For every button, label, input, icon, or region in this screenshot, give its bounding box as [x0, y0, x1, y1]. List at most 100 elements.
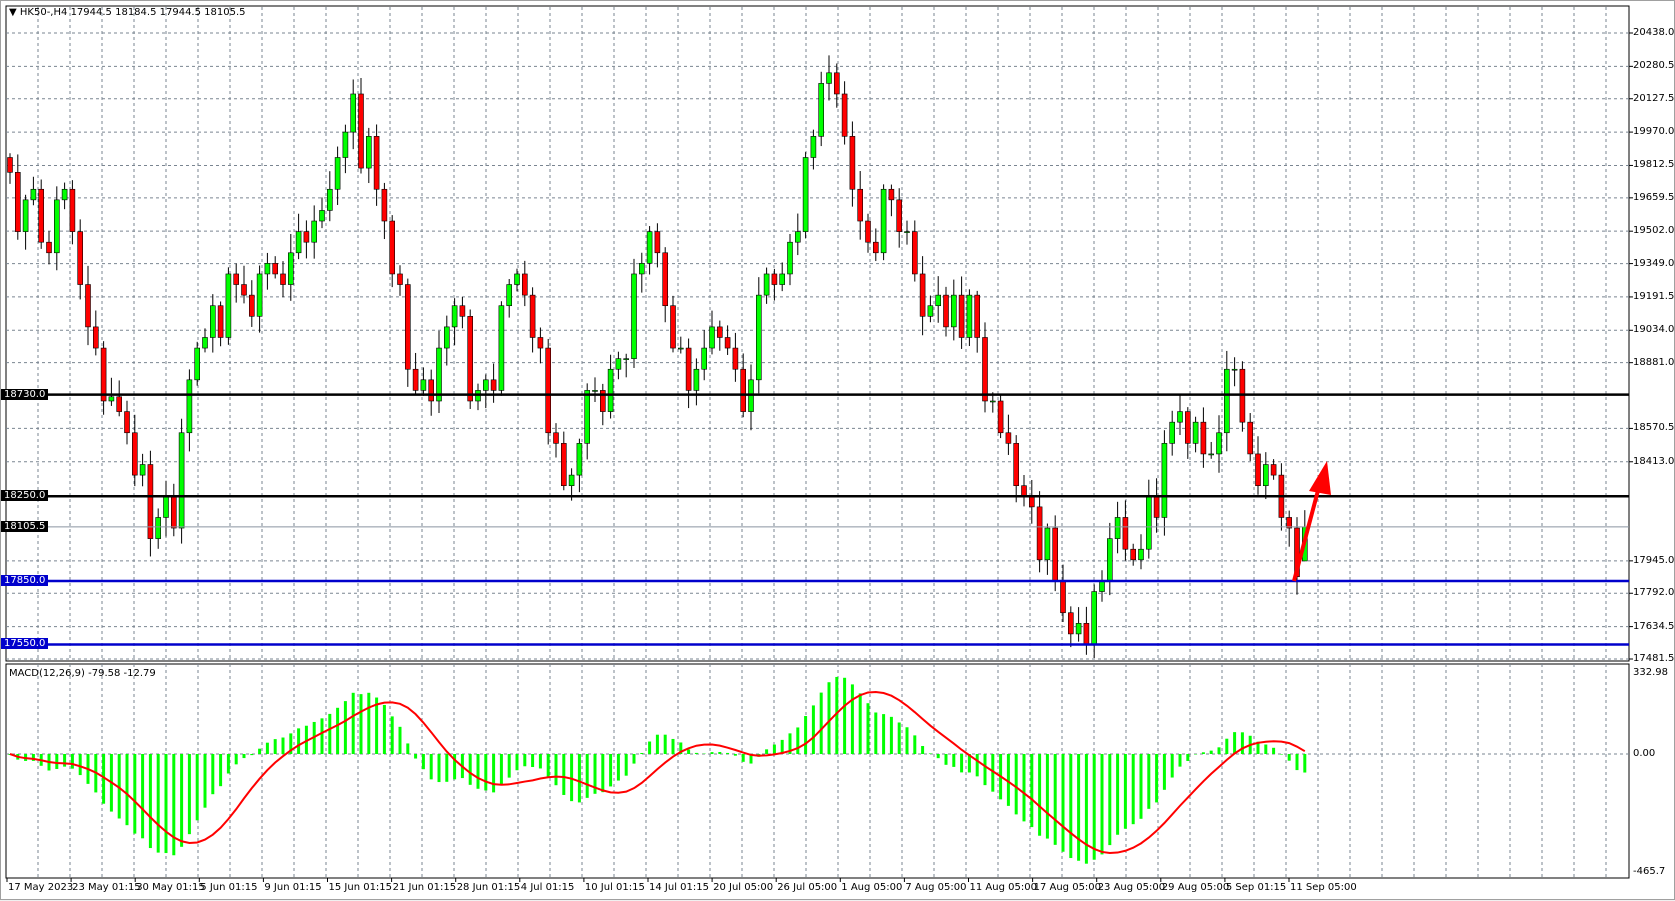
bearish-candle — [1029, 496, 1034, 507]
bullish-candle — [1107, 539, 1112, 581]
macd-histogram-bar — [828, 682, 831, 754]
bearish-candle — [374, 136, 379, 189]
macd-histogram-bar — [1069, 754, 1072, 858]
macd-histogram-bar — [321, 718, 324, 754]
bearish-candle — [15, 172, 20, 231]
macd-histogram-bar — [133, 754, 136, 834]
macd-histogram-bar — [79, 754, 82, 775]
price-tick-label: 18881.0 — [1633, 357, 1674, 369]
macd-histogram-bar — [586, 754, 589, 798]
macd-histogram-bar — [742, 754, 745, 762]
bearish-candle — [117, 397, 122, 412]
bearish-candle — [460, 306, 465, 317]
macd-histogram-bar — [672, 739, 675, 754]
bullish-candle — [312, 221, 317, 242]
ohlc-readout: 17944.5 18184.5 17944.5 18105.5 — [71, 7, 246, 18]
macd-label: MACD(12,26,9) -79.58 -12.79 — [9, 668, 156, 680]
macd-histogram-bar — [422, 754, 425, 769]
macd-histogram-bar — [976, 754, 979, 776]
bearish-candle — [920, 274, 925, 316]
bullish-candle — [780, 274, 785, 285]
bullish-candle — [967, 295, 972, 337]
bearish-candle — [998, 401, 1003, 433]
bearish-candle — [983, 337, 988, 401]
bullish-candle — [710, 327, 715, 348]
macd-histogram-bar — [601, 754, 604, 792]
macd-histogram-bar — [1046, 754, 1049, 839]
time-axis-label: 11 Sep 05:00 — [1290, 882, 1357, 894]
macd-histogram-bar — [913, 735, 916, 754]
macd-histogram-bar — [851, 684, 854, 754]
macd-histogram-bar — [250, 754, 253, 755]
bearish-candle — [1068, 613, 1073, 634]
bearish-candle — [1053, 528, 1058, 581]
bullish-candle — [1232, 369, 1237, 370]
macd-histogram-bar — [1015, 754, 1018, 814]
bearish-candle — [47, 242, 52, 253]
bullish-candle — [179, 433, 184, 528]
current-price-tag: 18105.5 — [1, 521, 48, 532]
macd-histogram-bar — [804, 716, 807, 754]
bearish-candle — [733, 348, 738, 369]
macd-histogram-bar — [469, 754, 472, 785]
macd-histogram-bar — [1210, 751, 1213, 754]
time-axis-label: 1 Aug 05:00 — [841, 882, 902, 894]
level-price-tag: 18730.0 — [1, 389, 48, 400]
macd-histogram-bar — [55, 754, 58, 769]
bearish-candle — [132, 433, 137, 475]
bullish-candle — [1162, 443, 1167, 517]
macd-histogram-bar — [360, 694, 363, 754]
collapse-triangle-icon[interactable]: ▼ — [9, 7, 17, 18]
bullish-candle — [803, 158, 808, 232]
bearish-candle — [281, 274, 286, 285]
macd-histogram-bar — [625, 754, 628, 776]
macd-histogram-bar — [1155, 754, 1158, 802]
macd-tick-label: 0.00 — [1633, 748, 1655, 760]
macd-histogram-bar — [562, 754, 565, 795]
macd-histogram-bar — [523, 754, 526, 766]
bearish-candle — [1248, 422, 1253, 454]
bearish-candle — [39, 189, 44, 242]
macd-histogram-bar — [1132, 754, 1135, 824]
bullish-candle — [1224, 369, 1229, 433]
bullish-candle — [483, 380, 488, 391]
bullish-candle — [827, 73, 832, 84]
bearish-candle — [530, 295, 535, 337]
price-tick-label: 19349.0 — [1633, 258, 1674, 270]
bearish-candle — [912, 232, 917, 274]
bearish-candle — [249, 295, 254, 316]
bullish-candle — [1193, 422, 1198, 443]
bullish-candle — [608, 369, 613, 411]
price-tick-label: 17481.5 — [1633, 653, 1674, 665]
price-tick-label: 19502.0 — [1633, 225, 1674, 237]
bullish-candle — [226, 274, 231, 338]
bullish-candle — [343, 132, 348, 157]
macd-histogram-bar — [1179, 754, 1182, 767]
bullish-candle — [444, 327, 449, 348]
bearish-candle — [93, 327, 98, 348]
time-axis-label: 14 Jul 01:15 — [649, 882, 709, 894]
bullish-candle — [819, 83, 824, 136]
macd-histogram-bar — [1054, 754, 1057, 845]
macd-histogram-bar — [282, 738, 285, 754]
macd-histogram-bar — [516, 754, 519, 770]
macd-histogram-bar — [63, 754, 66, 767]
bullish-candle — [320, 210, 325, 221]
macd-histogram-bar — [1303, 754, 1306, 773]
price-tick-label: 17792.0 — [1633, 587, 1674, 599]
bearish-candle — [1271, 465, 1276, 476]
time-axis-label: 23 Aug 05:00 — [1098, 882, 1165, 894]
macd-histogram-bar — [640, 753, 643, 754]
bearish-candle — [1037, 507, 1042, 560]
time-axis-label: 21 Jun 01:15 — [393, 882, 457, 894]
time-axis-label: 5 Jun 01:15 — [200, 882, 257, 894]
bullish-candle — [62, 189, 67, 200]
macd-histogram-bar — [773, 745, 776, 754]
macd-histogram-bar — [1296, 754, 1299, 770]
bearish-candle — [171, 496, 176, 528]
macd-histogram-bar — [438, 754, 441, 782]
macd-histogram-bar — [734, 754, 737, 756]
macd-histogram-bar — [1218, 747, 1221, 754]
